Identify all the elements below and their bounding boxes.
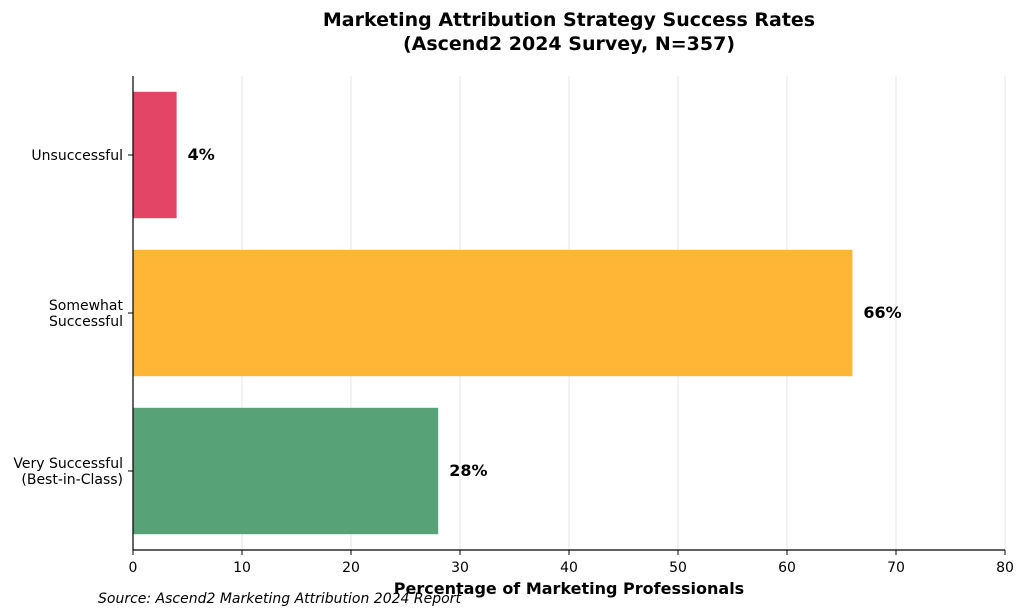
category-label: Unsuccessful xyxy=(31,148,123,164)
x-tick-label: 20 xyxy=(342,560,360,576)
x-tick-label: 40 xyxy=(560,560,578,576)
x-tick-label: 60 xyxy=(778,560,796,576)
x-tick-label: 80 xyxy=(996,560,1014,576)
value-label: 66% xyxy=(863,303,901,322)
category-label: Successful xyxy=(49,314,123,330)
bar xyxy=(133,249,853,377)
bar xyxy=(133,91,177,219)
source-note: Source: Ascend2 Marketing Attribution 20… xyxy=(98,591,461,607)
x-tick-label: 50 xyxy=(669,560,687,576)
bar xyxy=(133,407,439,535)
category-label: Very Successful xyxy=(13,456,123,472)
x-axis-label: Percentage of Marketing Professionals xyxy=(394,579,744,598)
value-labels: 4% 66% 28% xyxy=(188,145,902,480)
value-label: 28% xyxy=(449,461,487,480)
value-label: 4% xyxy=(188,145,215,164)
category-label: (Best-in-Class) xyxy=(21,472,123,488)
chart-title-line-1: Marketing Attribution Strategy Success R… xyxy=(323,9,815,31)
category-label: Somewhat xyxy=(49,298,124,314)
x-ticks: 0 10 20 30 40 50 60 70 80 xyxy=(129,550,1014,576)
x-tick-label: 30 xyxy=(451,560,469,576)
chart-title-line-2: (Ascend2 2024 Survey, N=357) xyxy=(403,33,735,55)
x-tick-label: 0 xyxy=(129,560,138,576)
bars xyxy=(133,91,853,535)
x-tick-label: 10 xyxy=(233,560,251,576)
x-tick-label: 70 xyxy=(887,560,905,576)
